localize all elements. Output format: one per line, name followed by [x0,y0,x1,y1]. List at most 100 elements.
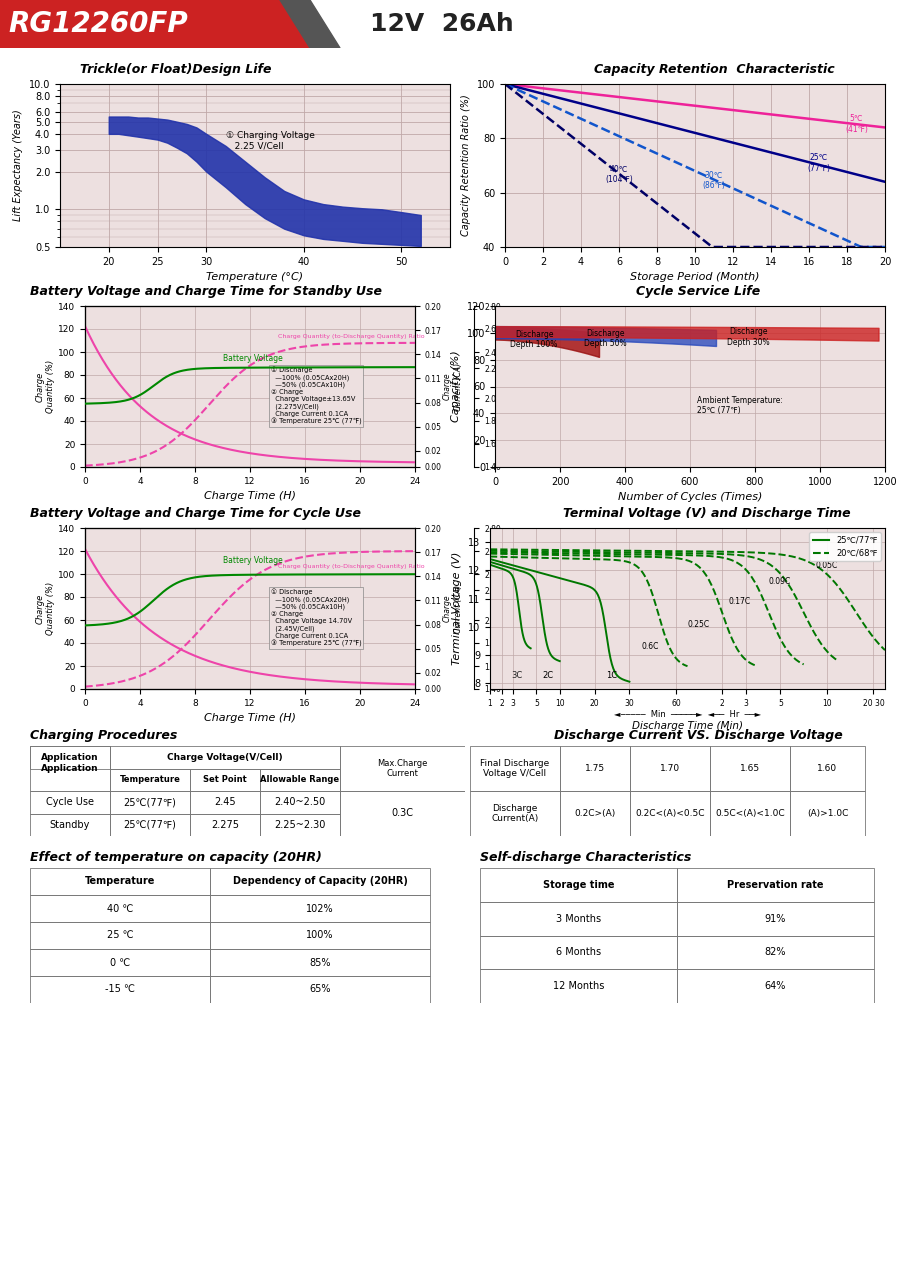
Text: 1C: 1C [606,671,617,680]
Bar [30,814,110,836]
Text: 2.40~2.50: 2.40~2.50 [274,797,326,808]
Text: 3 Months: 3 Months [556,914,601,924]
Text: Charging Procedures: Charging Procedures [30,730,177,742]
Text: 0 ℃: 0 ℃ [110,957,130,968]
Text: 0.09C: 0.09C [769,577,791,586]
Bar [480,969,677,1004]
Bar [210,895,430,922]
Text: 25℃(77℉): 25℃(77℉) [124,797,176,808]
Text: Effect of temperature on capacity (20HR): Effect of temperature on capacity (20HR) [30,851,322,864]
Text: 0.5C<(A)<1.0C: 0.5C<(A)<1.0C [715,809,785,818]
Text: Capacity Retention  Characteristic: Capacity Retention Characteristic [594,63,834,76]
Text: Dependency of Capacity (20HR): Dependency of Capacity (20HR) [233,877,407,887]
Text: RG12260FP: RG12260FP [8,10,187,38]
Bar [677,936,874,969]
Text: Self-discharge Characteristics: Self-discharge Characteristics [480,851,691,864]
Text: 2.25~2.30: 2.25~2.30 [274,819,326,829]
Text: 30℃
(86℉): 30℃ (86℉) [702,170,726,191]
Text: Application: Application [42,753,99,762]
Text: 64%: 64% [765,982,786,991]
Text: 2.275: 2.275 [211,819,239,829]
Text: 1.75: 1.75 [585,764,605,773]
Text: ◄─────  Min  ─────►  ◄──  Hr  ──►: ◄───── Min ─────► ◄── Hr ──► [614,710,761,719]
Text: Set Point: Set Point [203,776,247,785]
Text: Standby: Standby [50,819,90,829]
X-axis label: Number of Cycles (Times): Number of Cycles (Times) [618,493,762,502]
Bar [480,901,677,936]
Text: Battery Voltage and Charge Time for Standby Use: Battery Voltage and Charge Time for Stan… [30,285,382,298]
Y-axis label: Capacity Retention Ratio (%): Capacity Retention Ratio (%) [462,95,472,237]
Text: 0.2C>(A): 0.2C>(A) [575,809,615,818]
Text: Discharge Current VS. Discharge Voltage: Discharge Current VS. Discharge Voltage [554,730,843,742]
Text: 65%: 65% [310,984,330,995]
Text: 0.05C: 0.05C [815,561,837,570]
Bar [30,922,210,948]
Text: Max.Charge
Current: Max.Charge Current [376,759,427,778]
Bar [30,746,110,791]
Bar [190,791,260,814]
Bar [560,746,630,791]
Text: Trickle(or Float)Design Life: Trickle(or Float)Design Life [80,63,271,76]
Y-axis label: Charge
Current (CA): Charge Current (CA) [443,362,462,411]
Bar [470,746,560,791]
Bar [790,746,865,791]
Y-axis label: Terminal Voltage (V): Terminal Voltage (V) [452,552,462,666]
Bar [560,791,630,836]
Text: 6 Months: 6 Months [556,947,601,957]
Text: 1.70: 1.70 [660,764,680,773]
Text: Temperature: Temperature [85,877,155,887]
Text: 0.6C: 0.6C [641,643,659,652]
Text: Discharge
Depth 100%: Discharge Depth 100% [510,330,557,349]
Bar [260,791,340,814]
Bar [30,746,110,768]
Text: 100%: 100% [306,931,334,941]
Text: 85%: 85% [310,957,330,968]
Bar [710,746,790,791]
Bar [710,791,790,836]
Text: Cycle Service Life: Cycle Service Life [636,285,760,298]
Text: Temperature: Temperature [119,776,180,785]
Text: Charge Quantity (to-Discharge Quantity) Ratio: Charge Quantity (to-Discharge Quantity) … [278,334,424,339]
Bar [210,975,430,1004]
Text: 12 Months: 12 Months [553,982,605,991]
Bar [110,814,190,836]
Bar [30,791,110,814]
Bar [190,768,260,791]
Text: 25℃(77℉): 25℃(77℉) [124,819,176,829]
Bar [210,948,430,975]
Bar [210,922,430,948]
Text: (A)>1.0C: (A)>1.0C [807,809,848,818]
X-axis label: Charge Time (H): Charge Time (H) [204,492,296,502]
Text: 0.17C: 0.17C [729,598,750,607]
Bar [260,814,340,836]
Text: -15 ℃: -15 ℃ [105,984,135,995]
Text: 1.60: 1.60 [817,764,837,773]
Text: ① Discharge
  —100% (0.05CAx20H)
  —50% (0.05CAx10H)
② Charge
  Charge Voltage±1: ① Discharge —100% (0.05CAx20H) —50% (0.0… [271,366,361,425]
Text: 3C: 3C [511,671,522,680]
Bar [30,948,210,975]
Text: ① Charging Voltage
   2.25 V/Cell: ① Charging Voltage 2.25 V/Cell [225,132,315,151]
X-axis label: Charge Time (H): Charge Time (H) [204,713,296,723]
Text: Terminal Voltage (V) and Discharge Time: Terminal Voltage (V) and Discharge Time [564,507,851,520]
Text: Storage time: Storage time [543,879,614,890]
Y-axis label: Capacity (%): Capacity (%) [452,351,462,422]
Bar [677,868,874,901]
Text: Preservation rate: Preservation rate [728,879,824,890]
Y-axis label: Battery Voltage
(V)/Per Cell: Battery Voltage (V)/Per Cell [502,579,522,639]
Bar [30,975,210,1004]
Bar [110,746,340,768]
Text: 0.3C: 0.3C [391,809,413,818]
Text: ① Discharge
  —100% (0.05CAx20H)
  —50% (0.05CAx10H)
② Charge
  Charge Voltage 1: ① Discharge —100% (0.05CAx20H) —50% (0.0… [271,589,361,646]
Text: 0.25C: 0.25C [688,620,710,628]
Text: 82%: 82% [765,947,786,957]
Text: 1.65: 1.65 [740,764,760,773]
Text: 2C: 2C [542,671,553,680]
Bar [260,768,340,791]
Text: 25 ℃: 25 ℃ [107,931,133,941]
Text: Battery Voltage: Battery Voltage [223,556,282,564]
Y-axis label: Charge
Quantity (%): Charge Quantity (%) [36,582,55,635]
Text: Discharge
Current(A): Discharge Current(A) [491,804,538,823]
Text: 12V  26Ah: 12V 26Ah [370,12,514,36]
Y-axis label: Charge
Current (CA): Charge Current (CA) [443,585,462,632]
Text: Discharge
Depth 50%: Discharge Depth 50% [585,329,627,348]
